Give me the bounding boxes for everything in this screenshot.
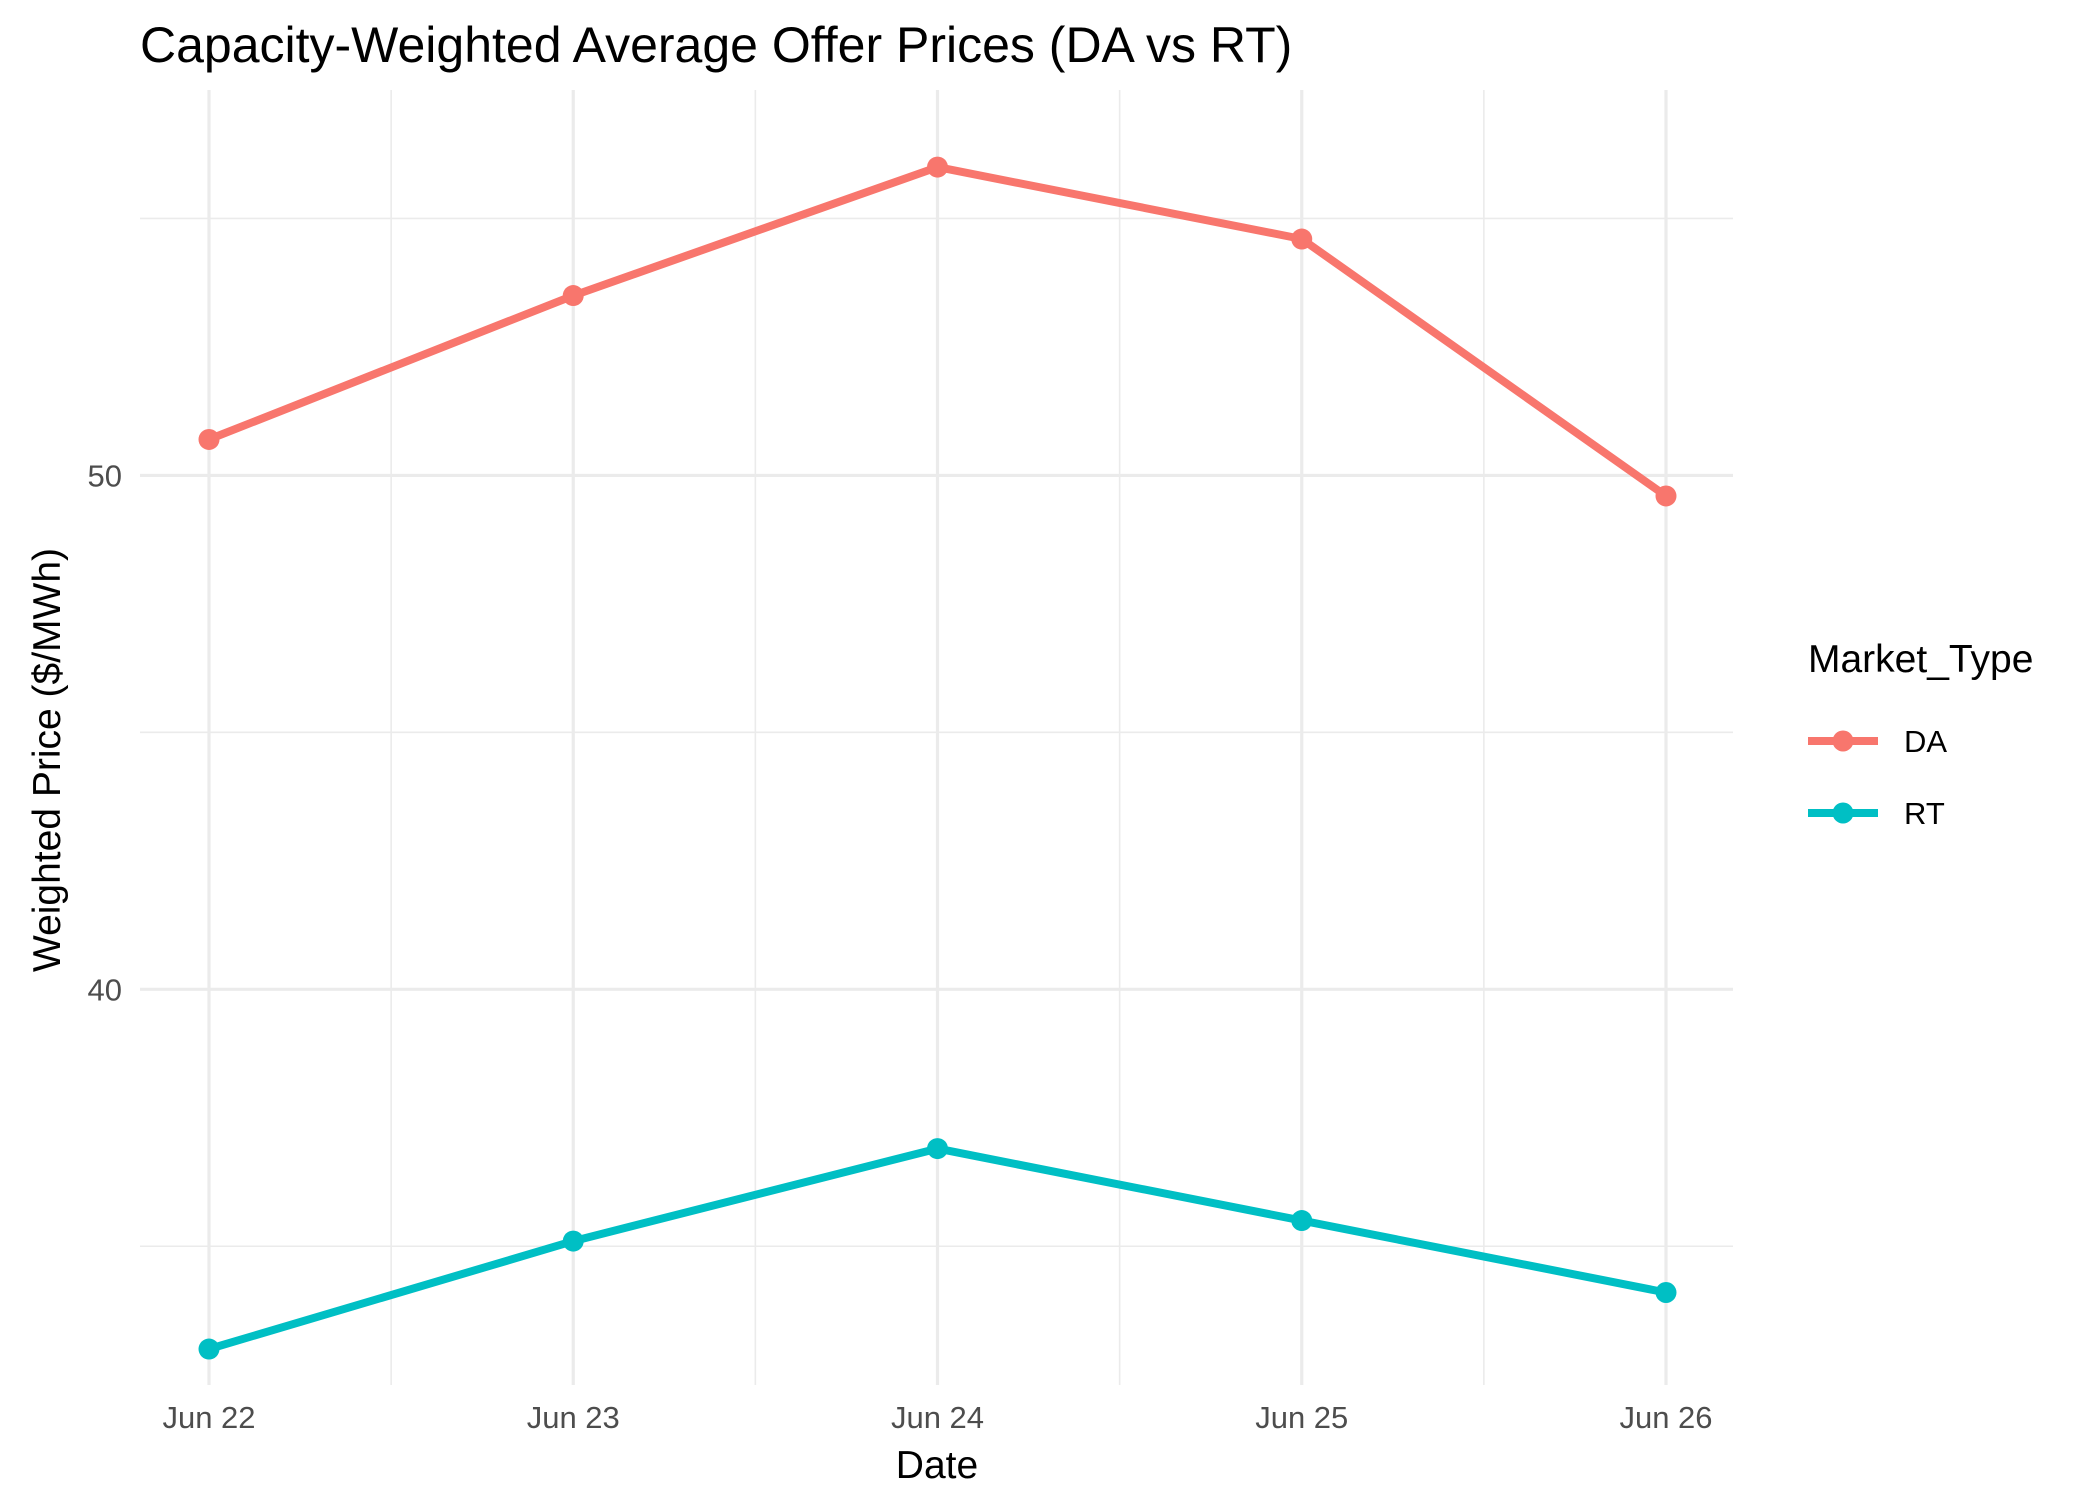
x-tick-label: Jun 22: [162, 1400, 255, 1435]
data-point-rt: [562, 1230, 584, 1252]
x-tick-label: Jun 25: [1255, 1400, 1348, 1435]
legend-key-point-da: [1832, 730, 1854, 752]
y-tick-label: 50: [88, 458, 122, 493]
x-axis-title: Date: [896, 1444, 978, 1487]
x-tick-label: Jun 26: [1619, 1400, 1712, 1435]
y-axis-ticks: 40 50: [88, 458, 122, 1007]
legend: Market_Type DA RT: [1808, 638, 2033, 831]
y-axis-title: Weighted Price ($/MWh): [26, 548, 69, 972]
data-point-rt: [1291, 1210, 1313, 1232]
series-layer: [198, 156, 1677, 1360]
x-tick-label: Jun 23: [527, 1400, 620, 1435]
data-point-da: [1291, 228, 1313, 250]
data-point-rt: [198, 1338, 220, 1360]
data-point-da: [1655, 485, 1677, 507]
data-point-rt: [927, 1138, 948, 1160]
data-point-da: [927, 156, 948, 178]
data-point-da: [198, 428, 220, 450]
data-point-da: [562, 285, 584, 307]
legend-label-rt: RT: [1904, 796, 1945, 831]
x-tick-label: Jun 24: [891, 1400, 984, 1435]
legend-title: Market_Type: [1808, 638, 2033, 681]
y-tick-label: 40: [88, 972, 122, 1007]
x-axis-ticks: Jun 22 Jun 23 Jun 24 Jun 25 Jun 26: [162, 1400, 1712, 1435]
data-point-rt: [1655, 1282, 1677, 1303]
legend-key-point-rt: [1832, 802, 1854, 824]
chart-title: Capacity-Weighted Average Offer Prices (…: [140, 17, 1292, 73]
legend-label-da: DA: [1904, 724, 1947, 759]
